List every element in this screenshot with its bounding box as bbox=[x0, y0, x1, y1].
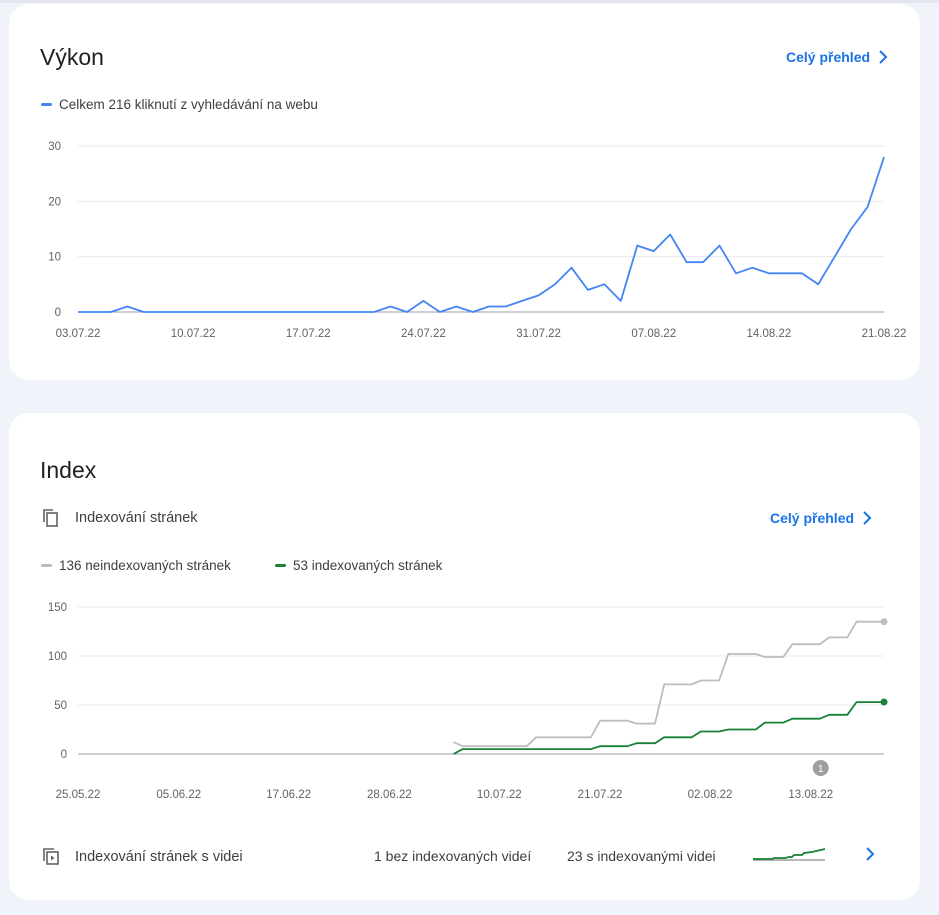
index-y-tick: 150 bbox=[48, 602, 67, 614]
index-y-tick: 100 bbox=[48, 651, 67, 663]
annotation-badge-label: 1 bbox=[818, 763, 824, 775]
chevron-right-icon bbox=[866, 847, 875, 861]
index-card: Index Indexování stránek Celý přehled 13… bbox=[9, 413, 920, 900]
index-title: Index bbox=[40, 457, 97, 483]
video-indexing-row[interactable]: Indexování stránek s videi bbox=[41, 847, 243, 867]
indexed-legend-label: 53 indexovaných stránek bbox=[293, 558, 443, 573]
annotation-badge: 1 bbox=[812, 760, 829, 776]
videos-indexed-stat: 23 s indexovanými videi bbox=[567, 848, 716, 864]
index-x-tick: 05.06.22 bbox=[156, 789, 201, 800]
clicks-series-line bbox=[78, 156, 885, 313]
index-chart: 0 50 100 150 25.05.22 05.06.22 17.06.22 28.06.2… bbox=[48, 602, 888, 800]
page-indexing-label: Indexování stránek bbox=[75, 510, 198, 526]
performance-chart: 0 10 20 30 03.07.22 10.07.22 17.07.22 24.07.22 3… bbox=[48, 141, 907, 340]
index-x-tick: 28.06.22 bbox=[367, 789, 412, 800]
indexed-series-line bbox=[453, 701, 884, 755]
perf-x-tick: 17.07.22 bbox=[286, 328, 331, 340]
index-full-report-label: Celý přehled bbox=[770, 510, 855, 526]
perf-x-tick: 10.07.22 bbox=[171, 328, 216, 340]
index-x-tick: 13.08.22 bbox=[788, 789, 833, 800]
perf-x-tick: 07.08.22 bbox=[631, 328, 676, 340]
copy-pages-icon bbox=[41, 508, 61, 528]
perf-x-tick: 03.07.22 bbox=[56, 328, 101, 340]
performance-full-report-label: Celý přehled bbox=[786, 49, 871, 65]
not-indexed-swatch bbox=[41, 564, 52, 567]
index-y-tick: 50 bbox=[54, 700, 67, 712]
index-x-tick: 17.06.22 bbox=[266, 789, 311, 800]
not-indexed-series-endpoint bbox=[880, 618, 888, 626]
perf-y-tick: 0 bbox=[55, 307, 61, 319]
performance-card: Výkon Celý přehled Celkem 216 kliknutí z… bbox=[9, 4, 920, 380]
not-indexed-legend-label: 136 neindexovaných stránek bbox=[59, 558, 231, 573]
index-full-report-link[interactable]: Celý přehled bbox=[770, 510, 872, 526]
page-indexing-header: Indexování stránek bbox=[41, 508, 198, 528]
annotation-badge-circle bbox=[812, 760, 829, 776]
index-x-tick: 25.05.22 bbox=[56, 789, 101, 800]
video-indexing-label: Indexování stránek s videi bbox=[75, 849, 243, 865]
not-indexed-series-line bbox=[453, 620, 884, 748]
chevron-right-icon bbox=[863, 511, 872, 525]
perf-y-tick: 30 bbox=[48, 141, 61, 153]
performance-full-report-link[interactable]: Celý přehled bbox=[786, 49, 888, 65]
indexed-series-endpoint bbox=[880, 698, 888, 706]
videos-not-indexed-stat: 1 bez indexovaných videí bbox=[374, 848, 532, 864]
perf-x-tick: 31.07.22 bbox=[516, 328, 561, 340]
indexed-legend[interactable]: 53 indexovaných stránek bbox=[275, 558, 442, 573]
perf-x-tick: 24.07.22 bbox=[401, 328, 446, 340]
index-x-tick: 02.08.22 bbox=[688, 789, 733, 800]
performance-legend-label: Celkem 216 kliknutí z vyhledávání na web… bbox=[59, 97, 318, 112]
video-sparkline bbox=[753, 848, 826, 861]
video-row-chevron[interactable] bbox=[865, 846, 875, 867]
chevron-right-icon bbox=[879, 50, 888, 64]
index-x-tick: 21.07.22 bbox=[578, 789, 623, 800]
video-page-icon bbox=[41, 847, 61, 867]
top-border bbox=[0, 0, 939, 3]
performance-title: Výkon bbox=[40, 44, 104, 70]
perf-x-tick: 14.08.22 bbox=[746, 328, 791, 340]
index-x-tick: 10.07.22 bbox=[477, 789, 522, 800]
perf-y-tick: 10 bbox=[48, 252, 61, 264]
index-y-tick: 0 bbox=[61, 749, 67, 761]
perf-y-tick: 20 bbox=[48, 196, 61, 208]
performance-legend-swatch bbox=[41, 103, 52, 106]
perf-x-tick: 21.08.22 bbox=[862, 328, 907, 340]
performance-legend: Celkem 216 kliknutí z vyhledávání na web… bbox=[41, 97, 318, 112]
indexed-swatch bbox=[275, 564, 286, 567]
not-indexed-legend[interactable]: 136 neindexovaných stránek bbox=[41, 558, 231, 573]
